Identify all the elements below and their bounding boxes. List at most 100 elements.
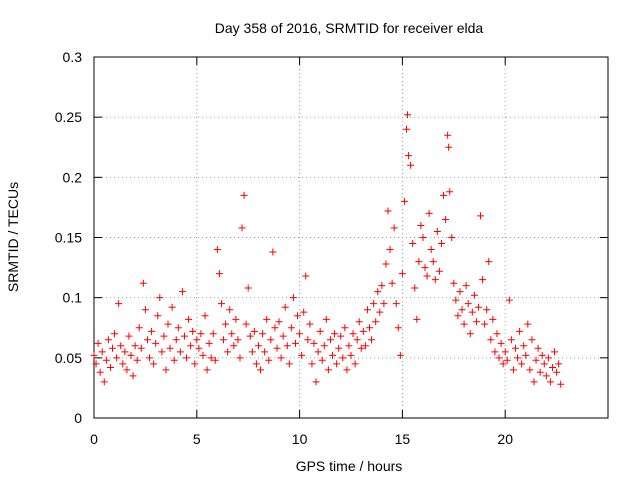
data-point <box>252 360 260 368</box>
data-point <box>162 366 170 374</box>
data-point <box>333 360 341 368</box>
y-axis-label: SRMTID / TECUs <box>5 182 21 292</box>
data-point <box>446 188 454 196</box>
data-point <box>382 260 390 268</box>
data-point <box>273 344 281 352</box>
data-point <box>514 354 522 362</box>
data-point <box>123 366 131 374</box>
data-point <box>462 282 470 290</box>
data-point <box>143 336 151 344</box>
data-point <box>170 356 178 364</box>
x-tick-label: 15 <box>395 431 411 447</box>
x-tick-label: 10 <box>292 431 308 447</box>
y-tick-label: 0.05 <box>55 350 82 366</box>
data-point <box>94 339 102 347</box>
data-point <box>242 320 250 328</box>
data-point <box>193 336 201 344</box>
y-tick-label: 0.15 <box>55 230 82 246</box>
data-point <box>337 332 345 340</box>
data-point <box>298 351 306 359</box>
data-point <box>222 320 230 328</box>
data-point <box>400 197 408 205</box>
x-axis-label: GPS time / hours <box>296 458 403 474</box>
data-point <box>119 360 127 368</box>
data-point <box>445 143 453 151</box>
data-point <box>464 300 472 308</box>
data-point <box>289 294 297 302</box>
data-point <box>294 312 302 320</box>
data-point <box>240 191 248 199</box>
data-point <box>487 336 495 344</box>
data-point <box>353 336 361 344</box>
data-point <box>339 354 347 362</box>
data-point <box>386 246 394 254</box>
data-point <box>226 306 234 314</box>
data-point <box>415 258 423 266</box>
data-point <box>516 327 524 335</box>
data-point <box>189 327 197 335</box>
data-point <box>271 324 279 332</box>
data-point <box>197 330 205 338</box>
data-point <box>536 368 544 376</box>
data-point <box>345 342 353 350</box>
data-point <box>431 276 439 284</box>
data-point <box>505 296 513 304</box>
data-point <box>174 324 182 332</box>
data-point <box>127 351 135 359</box>
data-point <box>187 342 195 350</box>
data-point <box>398 270 406 278</box>
data-point <box>115 300 123 308</box>
data-point <box>267 336 275 344</box>
data-point <box>106 363 114 371</box>
data-point <box>366 324 374 332</box>
data-point <box>178 288 186 296</box>
data-point <box>92 360 100 368</box>
data-point <box>450 279 458 287</box>
data-point <box>199 351 207 359</box>
data-point <box>511 344 519 352</box>
data-point <box>201 312 209 320</box>
data-point <box>302 272 310 280</box>
data-point <box>296 330 304 338</box>
data-point <box>542 372 550 380</box>
data-point <box>234 336 242 344</box>
data-point <box>472 318 480 326</box>
data-point <box>417 221 425 229</box>
data-point <box>425 209 433 217</box>
data-point <box>291 339 299 347</box>
data-point <box>520 342 528 350</box>
data-point <box>454 312 462 320</box>
data-point <box>154 312 162 320</box>
y-tick-label: 0.25 <box>55 109 82 125</box>
x-tick-label: 20 <box>497 431 513 447</box>
data-point <box>308 360 316 368</box>
data-point <box>343 366 351 374</box>
data-point <box>224 348 232 356</box>
data-point <box>390 224 398 232</box>
data-point <box>207 354 215 362</box>
data-point <box>209 330 217 338</box>
data-point <box>444 131 452 139</box>
data-points <box>90 111 565 388</box>
data-point <box>351 360 359 368</box>
data-point <box>257 366 265 374</box>
y-tick-labels: 0 0.05 0.1 0.15 0.2 0.25 0.3 <box>55 49 82 426</box>
data-point <box>497 339 505 347</box>
data-point <box>316 327 324 335</box>
data-point <box>355 318 363 326</box>
data-point <box>495 354 503 362</box>
data-point <box>306 320 314 328</box>
data-point <box>553 368 561 376</box>
data-point <box>146 354 154 362</box>
data-point <box>474 303 482 311</box>
data-point <box>394 324 402 332</box>
grid-lines <box>94 57 608 418</box>
data-point <box>131 342 139 350</box>
data-point <box>254 342 262 350</box>
data-point <box>100 378 108 386</box>
data-point <box>281 303 289 311</box>
data-point <box>283 342 291 350</box>
data-point <box>141 306 149 314</box>
data-point <box>458 306 466 314</box>
data-point <box>320 342 328 350</box>
